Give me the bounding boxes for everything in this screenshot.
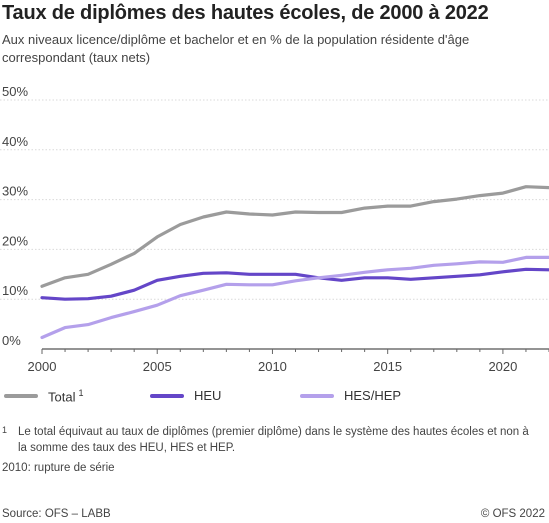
data-point-total [317, 211, 320, 214]
data-point-hes-hep [524, 256, 527, 259]
data-point-hes-hep [432, 264, 435, 267]
legend-swatch-heu [150, 393, 184, 398]
data-point-hes-hep [455, 262, 458, 265]
data-point-total [248, 213, 251, 216]
data-point-total [478, 194, 481, 197]
data-point-total [501, 192, 504, 195]
data-point-total [225, 211, 228, 214]
data-point-heu [87, 297, 90, 300]
data-point-total [64, 276, 67, 279]
data-point-hes-hep [317, 276, 320, 279]
data-point-total [271, 214, 274, 217]
data-point-total [202, 216, 205, 219]
data-point-hes-hep [386, 268, 389, 271]
series-break-note: 2010: rupture de série [2, 462, 115, 474]
data-point-hes-hep [87, 323, 90, 326]
legend-label-total: Total 1 [48, 388, 84, 405]
footnote-marker: 1 [2, 425, 8, 435]
y-tick-label: 40% [2, 134, 28, 149]
footnote-text: Le total équivaut au taux de diplômes (p… [18, 426, 529, 454]
data-point-hes-hep [409, 267, 412, 270]
legend-item-total: Total 1 [4, 388, 83, 404]
data-point-heu [156, 279, 159, 282]
data-point-hes-hep [225, 283, 228, 286]
data-point-total [524, 185, 527, 188]
data-point-total [432, 200, 435, 203]
x-tick-label: 2005 [143, 359, 172, 374]
line-chart: 0% 10% 20% 30% 40% 50% 2000 2005 2010 2015 2020 [0, 84, 549, 374]
data-point-hes-hep [202, 289, 205, 292]
data-point-hes-hep [133, 310, 136, 313]
y-tick-label: 50% [2, 84, 28, 99]
legend-item-hes-hep: HES/HEP [300, 388, 401, 403]
data-point-total [409, 205, 412, 208]
data-point-total [179, 223, 182, 226]
data-point-total [110, 263, 113, 266]
data-point-total [455, 198, 458, 201]
data-point-heu [455, 275, 458, 278]
data-point-hes-hep [248, 283, 251, 286]
data-point-hes-hep [64, 326, 67, 329]
x-tick-label: 2000 [28, 359, 57, 374]
data-point-heu [340, 279, 343, 282]
copyright-text: © OFS 2022 [480, 508, 545, 520]
data-point-hes-hep [110, 316, 113, 319]
data-point-total [133, 252, 136, 255]
data-point-hes-hep [501, 261, 504, 264]
legend-label-heu: HEU [194, 388, 222, 403]
legend-footnote-marker: 1 [78, 388, 84, 398]
footnote: 1 Le total équivaut au taux de diplômes … [2, 424, 532, 456]
legend-label-hes-hep: HES/HEP [344, 388, 402, 403]
chart-title: Taux de diplômes des hautes écoles, de 2… [2, 2, 489, 24]
data-point-hes-hep [340, 274, 343, 277]
data-point-hes-hep [294, 279, 297, 282]
data-point-heu [524, 268, 527, 271]
data-point-heu [41, 296, 44, 299]
chart-legend: Total 1 HEU HES/HEP [0, 388, 549, 408]
legend-swatch-hes-hep [300, 393, 334, 398]
legend-item-heu: HEU [150, 388, 221, 403]
data-point-total [87, 273, 90, 276]
x-tick-label: 2010 [258, 359, 287, 374]
series-line-hes-hep [40, 255, 549, 340]
data-point-heu [110, 295, 113, 298]
y-tick-label: 30% [2, 184, 28, 199]
data-point-heu [271, 273, 274, 276]
data-point-total [340, 211, 343, 214]
data-point-total [294, 211, 297, 214]
data-point-total [386, 205, 389, 208]
data-point-heu [294, 273, 297, 276]
data-point-heu [202, 272, 205, 275]
data-point-hes-hep [363, 271, 366, 274]
chart-subtitle: Aux niveaux licence/diplôme et bachelor … [2, 32, 470, 65]
data-point-heu [409, 278, 412, 281]
data-point-heu [225, 271, 228, 274]
data-point-total [363, 207, 366, 210]
data-point-hes-hep [41, 336, 44, 339]
data-point-heu [386, 276, 389, 279]
data-point-heu [478, 273, 481, 276]
x-tick-label: 2015 [373, 359, 402, 374]
data-point-heu [64, 298, 67, 301]
x-tick-label: 2020 [488, 359, 517, 374]
series-line-heu [40, 267, 549, 301]
source-text: Source: OFS – LABB [2, 508, 111, 520]
data-point-hes-hep [478, 260, 481, 263]
data-point-heu [179, 275, 182, 278]
data-point-heu [363, 276, 366, 279]
data-point-hes-hep [179, 294, 182, 297]
y-tick-label: 20% [2, 233, 28, 248]
data-point-heu [432, 276, 435, 279]
series-line-total [40, 185, 549, 288]
legend-swatch-total [4, 394, 38, 399]
data-point-heu [133, 289, 136, 292]
y-tick-label: 0% [2, 333, 21, 348]
y-tick-label: 10% [2, 283, 28, 298]
data-point-total [41, 285, 44, 288]
data-point-hes-hep [271, 283, 274, 286]
data-point-heu [248, 273, 251, 276]
data-point-heu [501, 270, 504, 273]
data-point-hes-hep [156, 304, 159, 307]
data-point-total [156, 235, 159, 238]
